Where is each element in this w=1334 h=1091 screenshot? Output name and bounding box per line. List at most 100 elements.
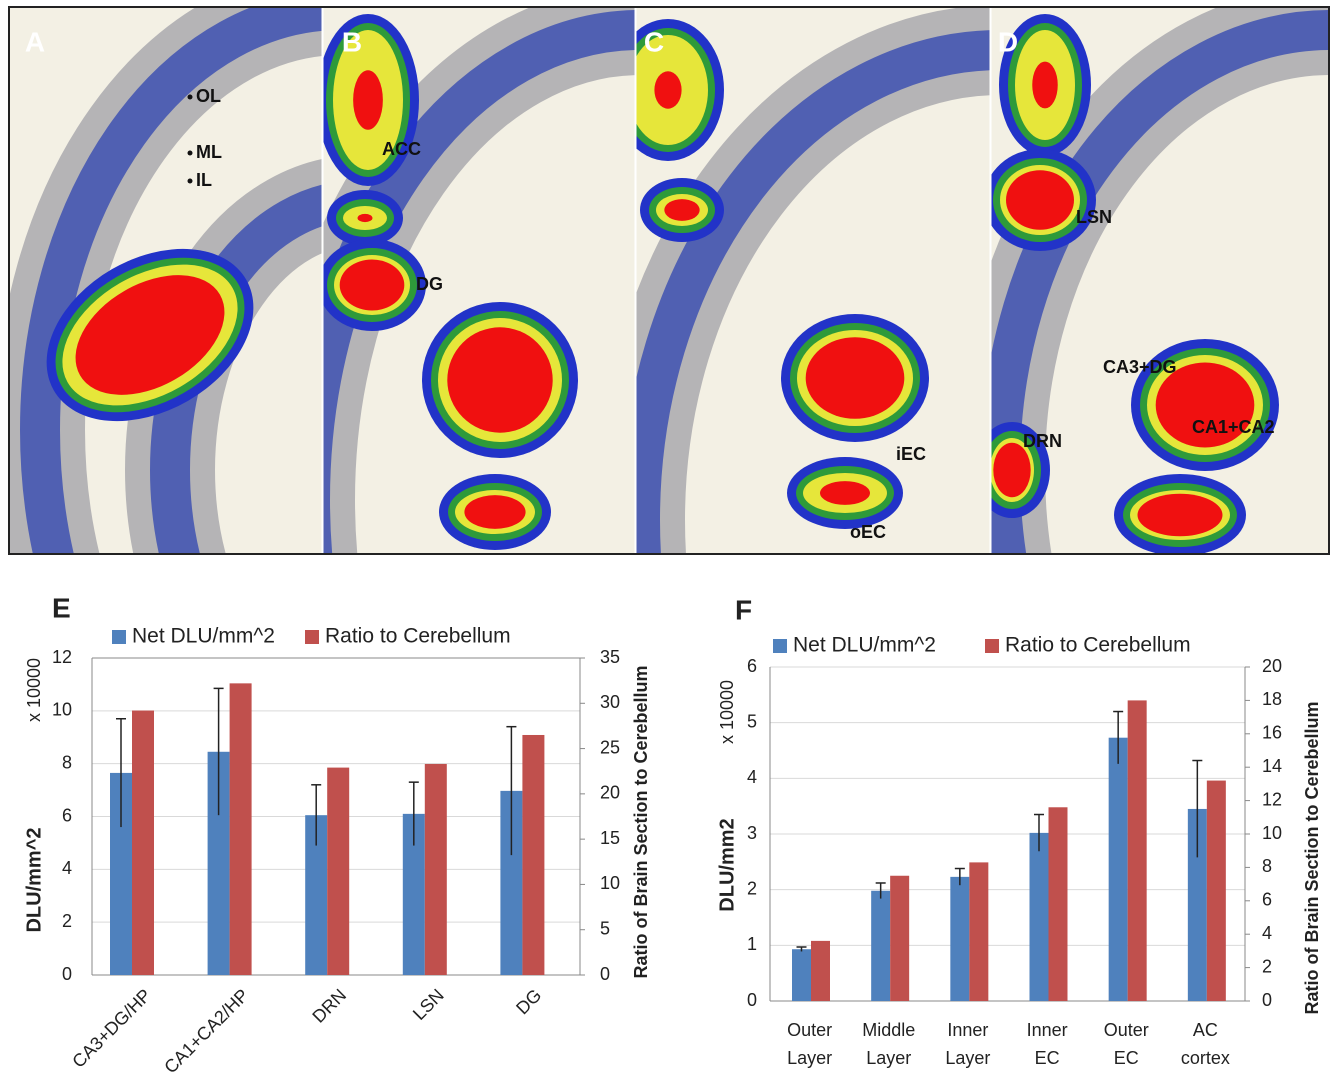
y2-tick-label: 10 (600, 873, 620, 893)
legend-label: Ratio to Cerebellum (1005, 634, 1191, 657)
region-label: LSN (1076, 207, 1112, 227)
bar (871, 891, 890, 1001)
signal (806, 337, 905, 419)
y-tick-label: 4 (747, 767, 757, 787)
x-tick-label: CA1+CA2/HP (160, 985, 252, 1077)
y-tick-label: 0 (62, 964, 72, 984)
bar (811, 941, 830, 1001)
x-tick-label: cortex (1181, 1048, 1230, 1068)
region-label: ACC (382, 139, 421, 159)
x-tick-label: Outer (1104, 1020, 1149, 1040)
signal (358, 214, 373, 222)
y-axis-title: DLU/mm2 (716, 818, 738, 911)
x-tick-label: Layer (787, 1048, 832, 1068)
signal (993, 443, 1030, 497)
y-tick-label: 6 (747, 656, 757, 676)
y-tick-label: 10 (52, 700, 72, 720)
y2-tick-label: 6 (1262, 890, 1272, 910)
x-tick-label: Inner (947, 1020, 988, 1040)
bar (1049, 807, 1068, 1001)
y-multiplier: x 10000 (717, 680, 737, 744)
x-tick-label: EC (1114, 1048, 1139, 1068)
y2-tick-label: 14 (1262, 756, 1282, 776)
y-tick-label: 8 (62, 752, 72, 772)
panel-label: E (52, 592, 71, 623)
signal (1006, 170, 1074, 230)
legend-label: Ratio to Cerebellum (325, 625, 511, 648)
region-label: oEC (850, 522, 886, 542)
x-tick-label: DG (512, 985, 545, 1018)
legend-label: Net DLU/mm^2 (132, 625, 275, 648)
legend-swatch (985, 639, 999, 653)
label-dot (188, 151, 193, 156)
panel-label: A (25, 26, 45, 57)
y2-axis-title: Ratio of Brain Section to Cerebellum (1302, 701, 1322, 1014)
bar (890, 876, 909, 1001)
label-dot (188, 95, 193, 100)
y-axis-title: DLU/mm^2 (23, 827, 45, 932)
region-label: CA3+DG (1103, 357, 1177, 377)
y2-tick-label: 5 (600, 918, 610, 938)
signal (1138, 494, 1223, 537)
legend-swatch (112, 630, 126, 644)
x-tick-label: Middle (862, 1020, 915, 1040)
y2-tick-label: 16 (1262, 723, 1282, 743)
y2-tick-label: 0 (1262, 990, 1272, 1010)
bar (1207, 781, 1226, 1001)
x-tick-label: EC (1035, 1048, 1060, 1068)
bar (522, 735, 544, 975)
region-label: iEC (896, 444, 926, 464)
y2-tick-label: 15 (600, 828, 620, 848)
x-tick-label: Inner (1027, 1020, 1068, 1040)
legend-label: Net DLU/mm^2 (793, 634, 936, 657)
signal (340, 260, 405, 311)
signal (353, 70, 383, 130)
panel-label: B (342, 26, 362, 57)
signal (464, 495, 525, 529)
label-dot (188, 179, 193, 184)
y-tick-label: 1 (747, 934, 757, 954)
legend-swatch (773, 639, 787, 653)
y2-tick-label: 18 (1262, 689, 1282, 709)
region-label: DRN (1023, 431, 1062, 451)
y2-tick-label: 0 (600, 964, 610, 984)
bar (425, 764, 447, 975)
y2-tick-label: 8 (1262, 856, 1272, 876)
bar (950, 877, 969, 1001)
bar (230, 683, 252, 975)
x-tick-label: DRN (308, 985, 350, 1027)
x-tick-label: Layer (945, 1048, 990, 1068)
bar (132, 711, 154, 975)
signal (664, 199, 699, 221)
y2-tick-label: 12 (1262, 789, 1282, 809)
bar (792, 949, 811, 1001)
y-tick-label: 12 (52, 647, 72, 667)
y2-tick-label: 4 (1262, 923, 1272, 943)
y-multiplier: x 10000 (24, 658, 44, 722)
legend-swatch (305, 630, 319, 644)
y-tick-label: 0 (747, 990, 757, 1010)
panel-label: D (998, 26, 1018, 57)
y-tick-label: 2 (747, 878, 757, 898)
bar (969, 862, 988, 1001)
y2-tick-label: 20 (600, 783, 620, 803)
y2-tick-label: 35 (600, 647, 620, 667)
y-tick-label: 4 (62, 858, 72, 878)
x-tick-label: Outer (787, 1020, 832, 1040)
y2-axis-title: Ratio of Brain Section to Cerebellum (631, 665, 651, 978)
x-tick-label: CA3+DG/HP (68, 985, 155, 1072)
panel-label: F (735, 594, 752, 625)
bar (1109, 738, 1128, 1001)
region-label: IL (196, 170, 212, 190)
y-tick-label: 5 (747, 711, 757, 731)
y2-tick-label: 10 (1262, 823, 1282, 843)
signal (1032, 62, 1058, 109)
panel-label: C (644, 26, 664, 57)
signal (820, 481, 870, 505)
bar (327, 768, 349, 975)
y2-tick-label: 2 (1262, 956, 1272, 976)
y-tick-label: 3 (747, 823, 757, 843)
y2-tick-label: 25 (600, 737, 620, 757)
x-tick-label: Layer (866, 1048, 911, 1068)
bar (1128, 700, 1147, 1001)
